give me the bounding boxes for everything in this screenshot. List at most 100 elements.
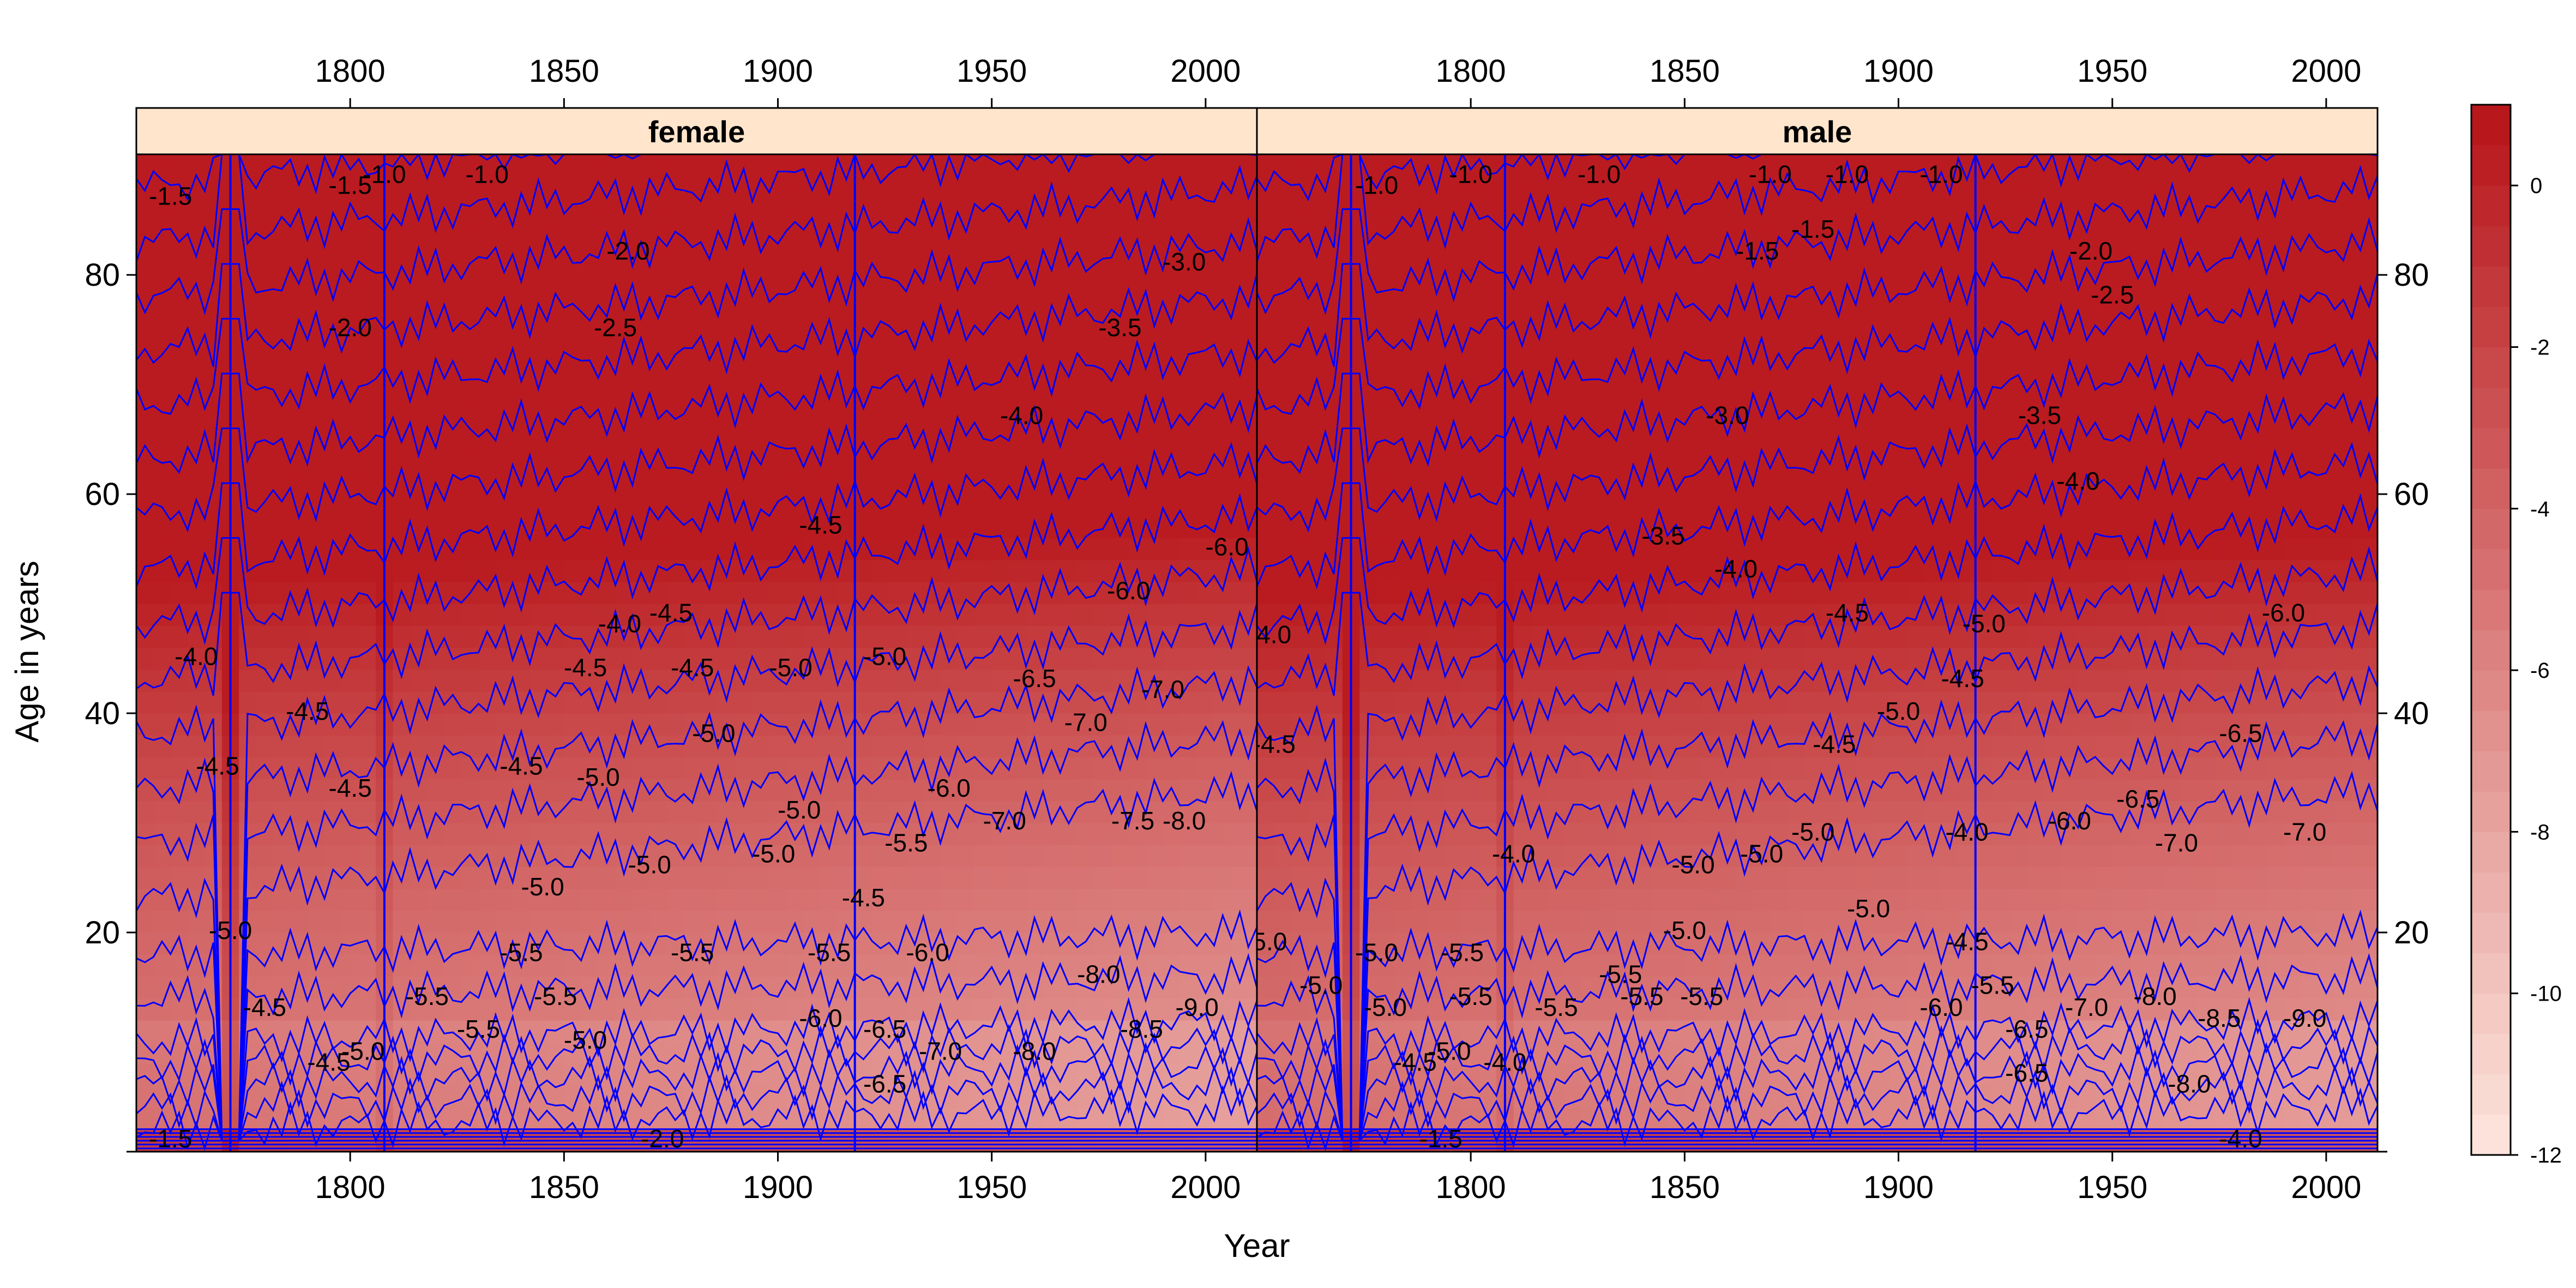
heatmap-cell — [1214, 406, 1232, 429]
heatmap-cell — [341, 823, 359, 845]
contour-label: -5.5 — [406, 982, 449, 1010]
heatmap-cell — [1043, 581, 1061, 604]
heatmap-cell — [820, 910, 838, 933]
heatmap-cell — [170, 581, 188, 604]
heatmap-cell — [393, 428, 411, 451]
heatmap-cell — [136, 647, 154, 670]
heatmap-cell — [1856, 538, 1874, 561]
heatmap-cell — [1077, 604, 1095, 626]
heatmap-cell — [1077, 450, 1095, 473]
heatmap-cell — [752, 472, 770, 495]
heatmap-cell — [478, 209, 496, 232]
heatmap-cell — [1231, 406, 1249, 429]
heatmap-cell — [683, 154, 701, 166]
heatmap-cell — [1077, 998, 1095, 1021]
heatmap-cell — [1445, 910, 1463, 933]
heatmap-cell — [1513, 888, 1531, 911]
heatmap-cell — [427, 559, 445, 582]
heatmap-cell — [444, 1108, 462, 1130]
heatmap-cell — [1513, 154, 1531, 166]
heatmap-cell — [1599, 581, 1617, 604]
heatmap-cell — [1376, 154, 1394, 166]
heatmap-cell — [1214, 209, 1232, 232]
heatmap-cell — [889, 954, 907, 977]
contour-label: -4.5 — [307, 1048, 350, 1076]
heatmap-cell — [1907, 801, 1925, 823]
heatmap-cell — [1564, 669, 1582, 692]
heatmap-cell — [358, 954, 376, 977]
heatmap-cell — [393, 209, 411, 232]
heatmap-cell — [1924, 604, 1942, 626]
contour-line — [136, 154, 1257, 262]
heatmap-cell — [546, 691, 564, 714]
heatmap-cell — [1094, 647, 1112, 670]
heatmap-cell — [1804, 888, 1822, 911]
heatmap-cell — [1821, 779, 1839, 802]
heatmap-cell — [769, 866, 787, 889]
heatmap-cell — [615, 932, 633, 955]
heatmap-cell — [1077, 823, 1095, 845]
heatmap-cell — [1633, 494, 1651, 516]
heatmap-cell — [564, 625, 582, 648]
contour-label: -6.5 — [863, 1070, 906, 1098]
heatmap-cell — [256, 154, 274, 166]
heatmap-cell — [940, 647, 958, 670]
heatmap-cell — [701, 406, 719, 429]
heatmap-cell — [872, 954, 890, 977]
heatmap-cell — [1128, 275, 1146, 297]
heatmap-cell — [153, 318, 171, 341]
heatmap-cell — [1770, 209, 1788, 232]
heatmap-cell — [273, 801, 291, 823]
heatmap-cell — [478, 604, 496, 626]
heatmap-cell — [1924, 625, 1942, 648]
heatmap-cell — [923, 604, 941, 626]
heatmap-cell — [872, 625, 890, 648]
heatmap-cell — [1907, 428, 1925, 451]
heatmap-cell — [1616, 888, 1634, 911]
heatmap-cell — [1582, 450, 1600, 473]
heatmap-cell — [1291, 340, 1309, 363]
heatmap-cell — [1599, 757, 1617, 780]
heatmap-cell — [358, 450, 376, 473]
heatmap-cell — [701, 801, 719, 823]
contour-label: -7.0 — [919, 1037, 962, 1065]
heatmap-cell — [991, 406, 1009, 429]
heatmap-cell — [1009, 209, 1027, 232]
heatmap-cell — [581, 910, 599, 933]
heatmap-cell — [461, 516, 479, 539]
heatmap-cell — [1197, 516, 1215, 539]
heatmap-cell — [529, 154, 547, 166]
heatmap-cell — [683, 494, 701, 516]
heatmap-cell — [1359, 154, 1377, 166]
heatmap-cell — [1257, 713, 1274, 736]
heatmap-cell — [1582, 494, 1600, 516]
heatmap-cell — [1231, 888, 1249, 911]
heatmap-cell — [256, 340, 274, 363]
heatmap-cell — [649, 604, 667, 626]
heatmap-cell — [1248, 888, 1257, 911]
heatmap-cell — [1179, 297, 1197, 320]
heatmap-cell — [513, 559, 531, 582]
heatmap-cell — [769, 604, 787, 626]
heatmap-cell — [410, 888, 428, 911]
heatmap-cell — [564, 910, 582, 933]
heatmap-cell — [649, 866, 667, 889]
heatmap-cell — [940, 801, 958, 823]
heatmap-cell — [1873, 625, 1891, 648]
heatmap-cell — [358, 823, 376, 845]
heatmap-cell — [1009, 713, 1027, 736]
heatmap-cell — [923, 866, 941, 889]
heatmap-cell — [1667, 823, 1685, 845]
heatmap-cell — [1043, 735, 1061, 758]
heatmap-cell — [1582, 384, 1600, 407]
heatmap-cell — [1616, 231, 1634, 254]
heatmap-cell — [1248, 779, 1257, 802]
heatmap-cell — [1060, 275, 1078, 297]
heatmap-cell — [1274, 801, 1292, 823]
heatmap-cell — [1128, 866, 1146, 889]
heatmap-cell — [649, 888, 667, 911]
heatmap-cell — [461, 779, 479, 802]
heatmap-cell — [324, 779, 342, 802]
heatmap-cell — [1582, 362, 1600, 385]
heatmap-cell — [666, 713, 684, 736]
